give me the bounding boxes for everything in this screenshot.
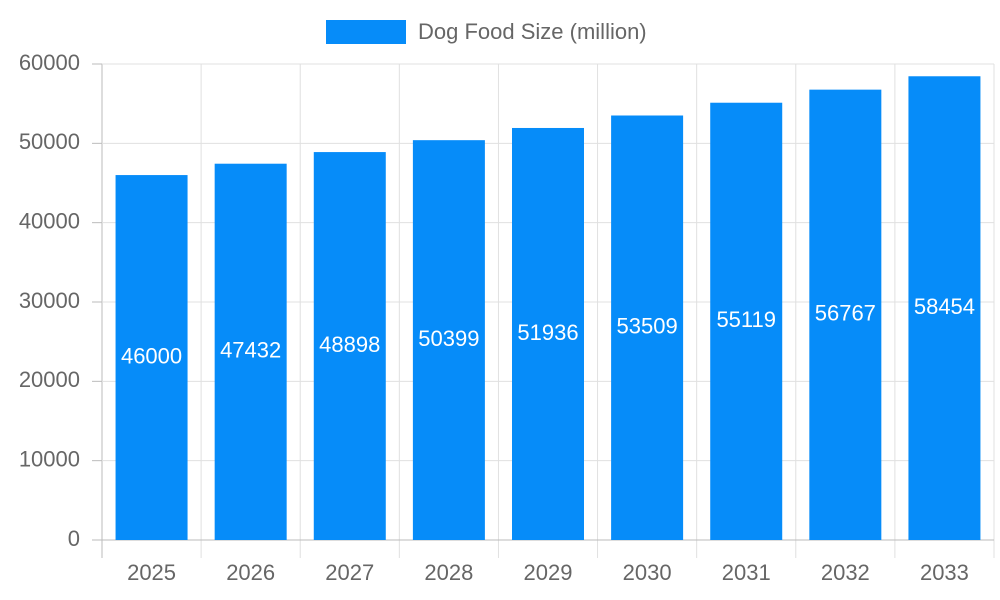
x-tick-label: 2026 bbox=[226, 560, 275, 585]
bar bbox=[115, 175, 188, 541]
data-label: 56767 bbox=[815, 301, 876, 326]
bar bbox=[214, 163, 287, 541]
x-tick-label: 2029 bbox=[524, 560, 573, 585]
data-label: 53509 bbox=[617, 314, 678, 339]
data-label: 47432 bbox=[220, 338, 281, 363]
data-label: 55119 bbox=[716, 307, 776, 332]
y-tick-label: 20000 bbox=[19, 367, 80, 392]
bar bbox=[512, 127, 584, 541]
legend-swatch bbox=[326, 20, 406, 44]
data-label: 51936 bbox=[517, 320, 578, 345]
y-tick-label: 30000 bbox=[19, 288, 80, 313]
bar bbox=[611, 115, 684, 540]
x-tick-label: 2028 bbox=[424, 560, 473, 585]
y-tick-label: 0 bbox=[68, 526, 80, 551]
bar bbox=[412, 140, 485, 540]
legend-label: Dog Food Size (million) bbox=[418, 19, 647, 44]
bar bbox=[710, 102, 783, 541]
x-tick-label: 2027 bbox=[325, 560, 374, 585]
x-tick-label: 2031 bbox=[722, 560, 771, 585]
x-tick-label: 2033 bbox=[920, 560, 969, 585]
y-tick-label: 10000 bbox=[19, 446, 80, 471]
data-label: 46000 bbox=[121, 343, 182, 368]
bar bbox=[809, 89, 882, 540]
data-label: 48898 bbox=[319, 332, 380, 357]
bar bbox=[908, 76, 981, 541]
data-label: 58454 bbox=[914, 294, 975, 319]
x-tick-label: 2025 bbox=[127, 560, 176, 585]
y-tick-label: 60000 bbox=[19, 50, 80, 75]
bar bbox=[313, 152, 386, 540]
data-label: 50399 bbox=[418, 326, 479, 351]
x-tick-label: 2030 bbox=[623, 560, 672, 585]
x-tick-label: 2032 bbox=[821, 560, 870, 585]
y-tick-label: 50000 bbox=[19, 129, 80, 154]
y-tick-label: 40000 bbox=[19, 208, 80, 233]
